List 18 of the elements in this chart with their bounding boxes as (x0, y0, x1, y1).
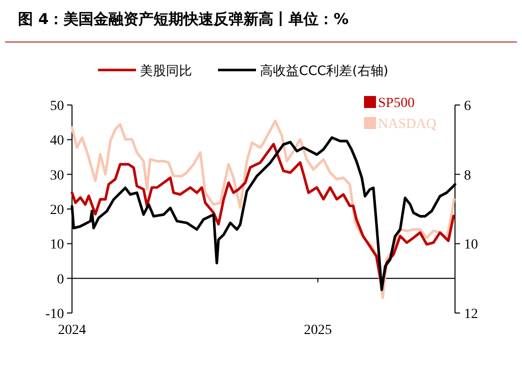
legend-title: 美股同比 (140, 63, 192, 79)
y-tick-label: 40 (50, 134, 64, 149)
legend-label: 高收益CCC利差(右轴) (260, 63, 388, 79)
y-tick-label: 0 (57, 272, 64, 288)
legend-label: NASDAQ (378, 117, 436, 132)
y-tick-label: 10 (50, 238, 64, 253)
x-tick-label: 2025 (304, 323, 332, 338)
y-tick-label: 30 (50, 168, 64, 184)
y-tick-label: 50 (50, 99, 64, 114)
x-tick-label: 2024 (58, 323, 86, 338)
y-tick-label: -10 (45, 307, 64, 322)
y2-tick-label: 12 (464, 307, 478, 322)
y2-tick-label: 10 (464, 238, 478, 253)
y-tick-label: 20 (50, 203, 64, 218)
legend-label: SP500 (378, 96, 415, 111)
y2-tick-label: 8 (464, 168, 471, 184)
chart-title: 图 4：美国金融资产短期快速反弹新高丨单位：% (18, 10, 349, 28)
y2-tick-label: 6 (464, 99, 471, 114)
